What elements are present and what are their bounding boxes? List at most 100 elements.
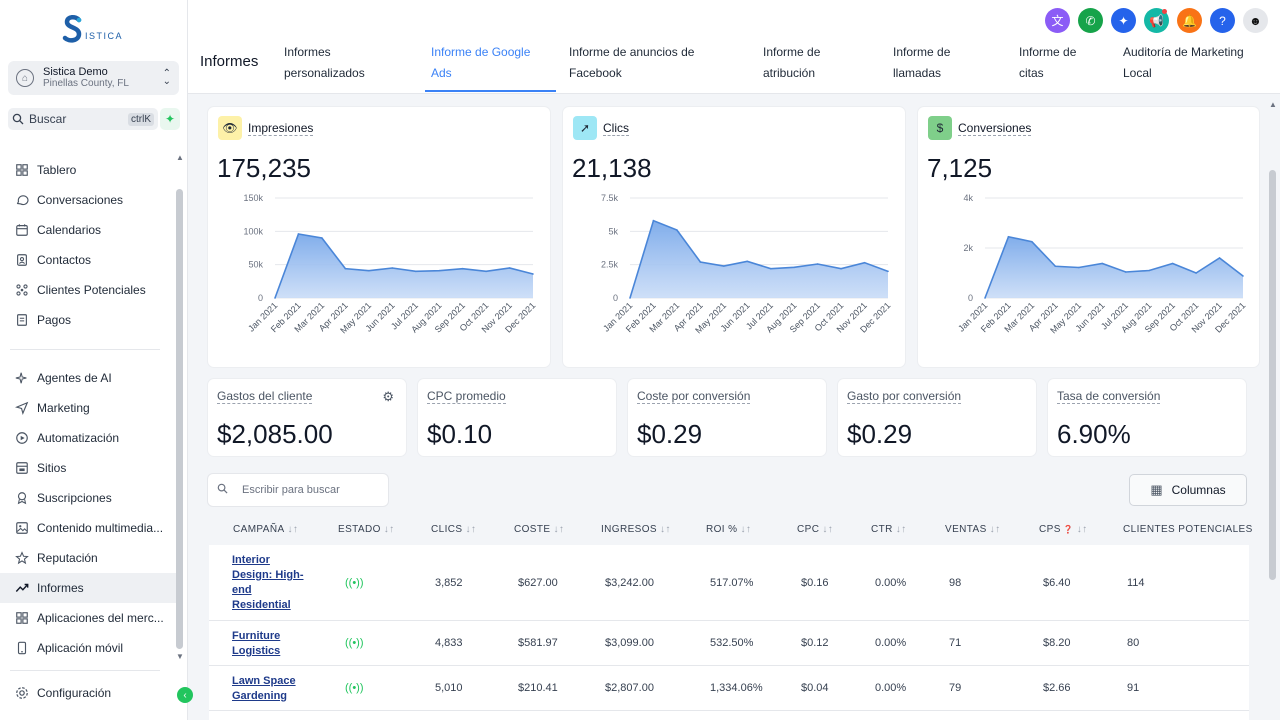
account-switcher[interactable]: ⌂ Sistica Demo Pinellas County, FL ⌃ ⌄ — [8, 61, 179, 95]
data-point[interactable] — [1218, 257, 1221, 259]
data-point[interactable] — [461, 267, 464, 270]
tab-report-0[interactable]: Informes personalizados — [284, 42, 365, 84]
sidebar-item-media[interactable]: Contenido multimedia... — [0, 513, 176, 543]
data-point[interactable] — [816, 263, 819, 265]
data-point[interactable] — [769, 267, 772, 270]
campaign-link[interactable]: Interior Design: High-end Residential — [232, 554, 304, 611]
data-point[interactable] — [984, 297, 986, 299]
sidebar-item-send[interactable]: Marketing — [0, 393, 176, 423]
sort-icon[interactable]: ↓↑ — [989, 524, 1001, 535]
data-point[interactable] — [485, 270, 487, 273]
sidebar-item-contacts[interactable]: Contactos — [0, 245, 176, 275]
collapse-sidebar-button[interactable]: ‹ — [177, 687, 193, 703]
main-scrollbar[interactable] — [1269, 170, 1276, 580]
help-icon[interactable]: ? — [1210, 8, 1235, 33]
sidebar-item-grid[interactable]: Tablero — [0, 155, 176, 185]
scroll-up-arrow-icon[interactable]: ▲ — [1269, 100, 1277, 109]
data-point[interactable] — [1148, 269, 1150, 272]
data-point[interactable] — [414, 270, 417, 273]
megaphone-icon[interactable]: 📢 — [1144, 8, 1169, 33]
data-point[interactable] — [532, 273, 534, 275]
quick-action-sparkle-icon[interactable]: ✦ — [160, 108, 180, 130]
data-point[interactable] — [1242, 275, 1244, 277]
sort-icon[interactable]: ↓↑ — [553, 524, 565, 535]
data-point[interactable] — [723, 265, 725, 267]
sidebar-item-funnel[interactable]: Clientes Potenciales — [0, 275, 176, 305]
column-header[interactable]: CLIENTES POTENCIALES — [1123, 524, 1253, 535]
data-point[interactable] — [652, 219, 655, 222]
kpi-label[interactable]: Gasto por conversión — [847, 389, 962, 404]
data-point[interactable] — [1171, 262, 1174, 265]
data-point[interactable] — [438, 269, 440, 272]
clicks-label[interactable]: Clics — [603, 120, 629, 136]
sidebar-item-automation[interactable]: Automatización — [0, 423, 176, 453]
column-header[interactable]: INGRESOS ↓↑ — [601, 524, 671, 535]
sidebar-item-star[interactable]: Reputación — [0, 543, 176, 573]
sidebar-item-payments[interactable]: Pagos — [0, 305, 176, 335]
data-point[interactable] — [1078, 266, 1080, 269]
bell-icon[interactable]: 🔔 — [1177, 8, 1202, 33]
data-point[interactable] — [1031, 240, 1033, 243]
data-point[interactable] — [1124, 271, 1127, 273]
data-point[interactable] — [887, 270, 889, 273]
sidebar-item-membership[interactable]: Suscripciones — [0, 483, 176, 513]
user-avatar[interactable]: ☻ — [1243, 8, 1268, 33]
satellite-icon[interactable]: ✦ — [1111, 8, 1136, 33]
data-point[interactable] — [1054, 265, 1057, 268]
column-header[interactable]: CTR ↓↑ — [871, 524, 907, 535]
tab-report-3[interactable]: Informe de atribución — [763, 42, 820, 84]
data-point[interactable] — [368, 269, 370, 272]
sidebar-item-trend[interactable]: Informes — [0, 573, 176, 603]
kpi-label[interactable]: Coste por conversión — [637, 389, 751, 404]
sidebar-search[interactable]: Buscar ctrlK — [8, 108, 158, 130]
kpi-label[interactable]: Tasa de conversión — [1057, 389, 1161, 404]
data-point[interactable] — [840, 267, 842, 270]
conversions-label[interactable]: Conversiones — [958, 120, 1032, 136]
brand-logo[interactable]: ISTICA — [62, 14, 123, 44]
impressions-label[interactable]: Impresiones — [248, 120, 314, 136]
sort-icon[interactable]: ↓↑ — [660, 524, 671, 535]
sidebar-item-sites[interactable]: Sitios — [0, 453, 176, 483]
data-point[interactable] — [863, 261, 866, 264]
tab-report-2[interactable]: Informe de anuncios de Facebook — [569, 42, 694, 84]
data-point[interactable] — [699, 261, 702, 263]
data-point[interactable] — [676, 229, 678, 231]
column-header[interactable]: CPS ❓ ↓↑ — [1039, 524, 1088, 535]
tab-report-4[interactable]: Informe de llamadas — [893, 42, 950, 84]
column-header[interactable]: ESTADO ↓↑ — [338, 524, 395, 535]
data-point[interactable] — [321, 237, 323, 239]
data-point[interactable] — [391, 267, 394, 269]
column-header[interactable]: CAMPAÑA ↓↑ — [233, 524, 298, 535]
column-header[interactable]: CPC ↓↑ — [797, 524, 833, 535]
column-header[interactable]: CLICS ↓↑ — [431, 524, 476, 535]
column-header[interactable]: COSTE ↓↑ — [514, 524, 564, 535]
data-point[interactable] — [793, 266, 795, 269]
sort-icon[interactable]: ↓↑ — [822, 524, 834, 535]
tab-report-1[interactable]: Informe de Google Ads — [431, 42, 530, 84]
phone-icon[interactable]: ✆ — [1078, 8, 1103, 33]
data-point[interactable] — [344, 267, 347, 270]
columns-button[interactable]: ▦ Columnas — [1129, 474, 1247, 506]
sort-icon[interactable]: ↓↑ — [1076, 524, 1088, 535]
sort-icon[interactable]: ↓↑ — [287, 524, 299, 535]
campaign-link[interactable]: Furniture Logistics — [232, 630, 281, 657]
kpi-label[interactable]: Gastos del cliente — [217, 389, 313, 404]
sort-icon[interactable]: ↓↑ — [895, 524, 907, 535]
tab-report-5[interactable]: Informe de citas — [1019, 42, 1076, 84]
sidebar-item-mobile[interactable]: Aplicación móvil — [0, 633, 176, 663]
info-icon[interactable]: ❓ — [1060, 525, 1074, 534]
sort-icon[interactable]: ↓↑ — [740, 524, 752, 535]
tab-report-6[interactable]: Auditoría de Marketing Local — [1123, 42, 1244, 84]
sidebar-item-apps[interactable]: Aplicaciones del merc... — [0, 603, 176, 633]
sort-icon[interactable]: ↓↑ — [383, 524, 395, 535]
table-search-input[interactable] — [242, 484, 372, 496]
data-point[interactable] — [274, 297, 276, 299]
sidebar-item-sparkle[interactable]: Agentes de AI — [0, 363, 176, 393]
scroll-up-arrow-icon[interactable]: ▲ — [176, 153, 184, 162]
table-search[interactable] — [208, 474, 388, 506]
campaign-link[interactable]: Lawn Space Gardening — [232, 675, 296, 702]
data-point[interactable] — [746, 260, 749, 263]
data-point[interactable] — [1007, 235, 1010, 238]
gear-icon[interactable]: ⚙ — [382, 389, 394, 404]
column-header[interactable]: VENTAS ↓↑ — [945, 524, 1000, 535]
